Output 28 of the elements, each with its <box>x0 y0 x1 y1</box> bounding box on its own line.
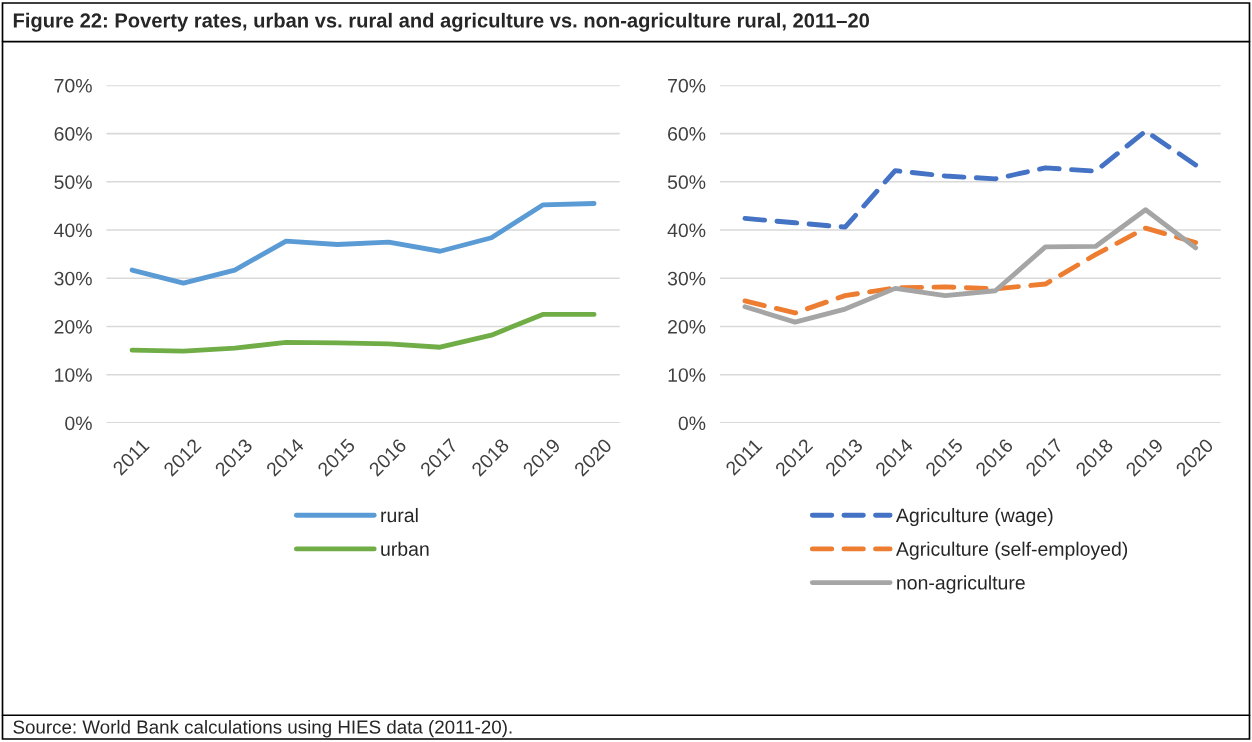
y-tick-label: 60% <box>54 127 92 141</box>
legend-label: rural <box>381 507 418 523</box>
legend-label: Agriculture (self-employed) <box>895 541 1128 560</box>
legend-label: urban <box>381 541 429 556</box>
line-series <box>742 207 1199 325</box>
y-tick-label: 70% <box>54 78 92 93</box>
y-tick-label: 40% <box>54 223 92 238</box>
y-tick-label: 70% <box>668 78 706 93</box>
line-series <box>129 311 597 354</box>
y-tick-label: 30% <box>667 271 706 286</box>
y-tick-label: 20% <box>54 319 92 334</box>
source-note: Source: World Bank calculations using HIES data (2011-20). <box>13 719 512 738</box>
y-tick-label: 40% <box>667 223 706 238</box>
legend-label: non-agriculture <box>897 575 1025 594</box>
y-tick-label: 0% <box>678 416 706 431</box>
y-tick-label: 50% <box>667 175 706 190</box>
chart-title: Figure 22: Poverty rates, urban vs. rural and agriculture vs. non-agriculture rural, 2011–20 <box>13 12 870 32</box>
y-tick-label: 20% <box>668 319 706 334</box>
line-series <box>129 201 597 286</box>
line-series <box>742 225 1199 316</box>
y-tick-label: 0% <box>65 416 92 431</box>
y-tick-label: 50% <box>54 175 92 190</box>
y-tick-label: 10% <box>668 368 706 382</box>
line-series <box>742 128 1199 230</box>
y-tick-label: 60% <box>668 127 706 141</box>
legend-label: Agriculture (wage) <box>895 507 1053 527</box>
y-tick-label: 10% <box>55 368 92 382</box>
y-tick-label: 30% <box>54 271 92 286</box>
